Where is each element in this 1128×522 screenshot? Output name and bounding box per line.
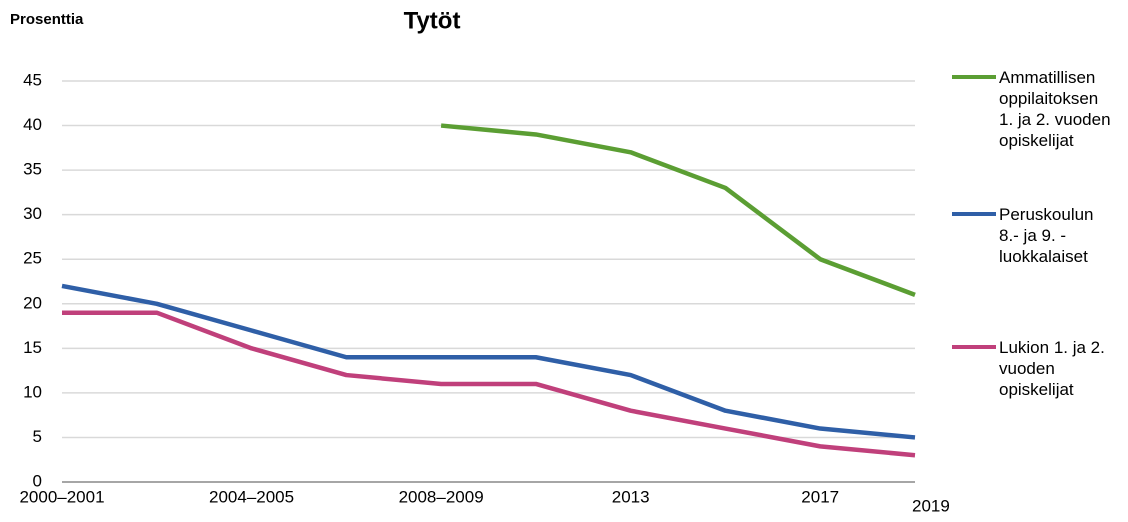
legend-swatch	[952, 212, 996, 216]
legend-label: Ammatillisen oppilaitoksen 1. ja 2. vuod…	[999, 68, 1111, 150]
y-tick-label: 5	[33, 427, 42, 446]
y-tick-label: 40	[23, 115, 42, 134]
x-tick-label: 2000–2001	[19, 487, 104, 506]
x-tick-label: 2008–2009	[399, 487, 484, 506]
series-line	[61, 283, 916, 440]
x-tick-label: 2017	[801, 487, 839, 506]
y-tick-label: 25	[23, 249, 42, 268]
y-tick-label: 30	[23, 204, 42, 223]
y-axis-label: Prosenttia	[10, 11, 84, 28]
legend-label: Lukion 1. ja 2. vuoden opiskelijat	[999, 338, 1105, 399]
series-line	[62, 310, 916, 458]
x-tick-label: 2004–2005	[209, 487, 294, 506]
series-line	[440, 123, 916, 297]
y-tick-label: 20	[23, 293, 42, 312]
y-tick-label: 0	[33, 471, 42, 490]
y-tick-label: 45	[23, 70, 42, 89]
y-tick-label: 35	[23, 160, 42, 179]
y-tick-label: 10	[23, 382, 42, 401]
legend-swatch	[952, 345, 996, 349]
legend-swatch	[952, 75, 996, 79]
legend-label: Peruskoulun 8.- ja 9. -luokkalaiset	[999, 205, 1094, 266]
x-tick-label: 2019	[912, 496, 950, 515]
x-tick-label: 2013	[612, 487, 650, 506]
chart-title: Tytöt	[404, 7, 461, 34]
y-tick-label: 15	[23, 338, 42, 357]
